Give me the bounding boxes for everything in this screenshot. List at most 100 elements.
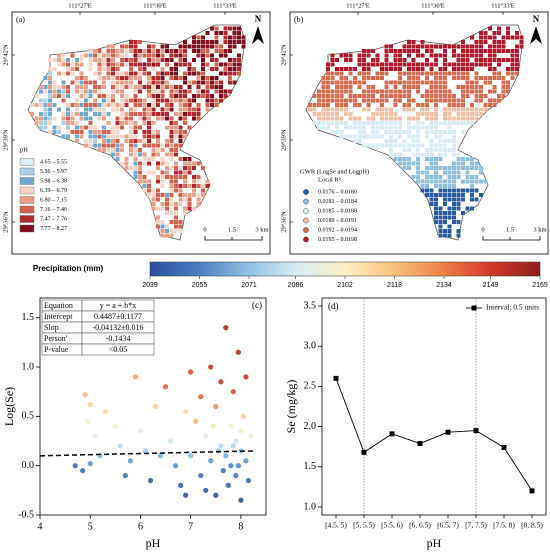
map-cell <box>380 98 384 103</box>
map-cell <box>151 94 156 98</box>
map-cell <box>393 58 398 62</box>
scatter-point <box>87 461 93 467</box>
map-cell <box>169 157 174 161</box>
scatter-point <box>188 453 194 459</box>
map-cell <box>219 44 223 49</box>
map-cell <box>70 121 75 125</box>
map-cell <box>447 44 452 49</box>
map-cell <box>330 58 335 62</box>
map-cell <box>420 67 425 71</box>
map-cell <box>183 184 187 188</box>
map-cell <box>510 71 515 76</box>
map-cell <box>34 121 39 125</box>
map-cell <box>492 58 497 62</box>
map-cell <box>389 80 393 85</box>
map-cell <box>456 197 461 202</box>
map-cell <box>196 40 201 44</box>
map-cell <box>357 62 362 67</box>
map-cell <box>357 85 362 89</box>
map-cell <box>362 98 366 103</box>
map-cell <box>434 220 438 224</box>
map-cell <box>344 76 348 80</box>
map-cell <box>124 103 129 107</box>
map-cell <box>142 175 147 179</box>
map-cell <box>93 125 97 130</box>
map-cell <box>330 94 335 98</box>
map-cell <box>174 152 178 157</box>
map-cell <box>115 116 120 121</box>
map-cell <box>84 53 88 58</box>
map-cell <box>43 89 48 94</box>
map-cell <box>335 94 339 98</box>
map-cell <box>501 58 506 62</box>
map-cell <box>57 62 61 67</box>
map-cell <box>156 215 160 220</box>
map-cell <box>474 80 479 85</box>
map-cell <box>425 94 429 98</box>
map-cell <box>228 80 232 85</box>
map-cell <box>443 121 447 125</box>
map-cell <box>147 184 151 188</box>
map-cell <box>411 67 416 71</box>
map-cell <box>183 76 187 80</box>
map-cell <box>169 71 174 76</box>
scale-label: 1.5 <box>506 226 514 233</box>
scatter-point <box>208 364 214 370</box>
map-cell <box>411 40 416 44</box>
map-cell <box>510 76 515 80</box>
map-cell <box>461 161 465 166</box>
map-cell <box>48 112 52 116</box>
map-cell <box>357 103 362 107</box>
map-cell <box>174 148 178 152</box>
map-cell <box>156 220 160 224</box>
map-cell <box>138 80 142 85</box>
map-cell <box>205 49 210 53</box>
map-cell <box>366 143 371 148</box>
map-cell <box>124 157 129 161</box>
map-cell <box>88 134 93 139</box>
map-cell <box>120 116 124 121</box>
map-cell <box>165 116 169 121</box>
map-cell <box>192 166 196 170</box>
map-cell <box>52 116 57 121</box>
legend-label: 0.0185 – 0.0188 <box>318 208 357 214</box>
map-cell <box>169 229 174 233</box>
map-cell <box>178 112 183 116</box>
map-cell <box>461 197 465 202</box>
map-cell <box>375 62 380 67</box>
scatter-point <box>147 477 154 484</box>
scatter-point <box>228 423 234 429</box>
map-cell <box>142 130 147 134</box>
map-cell <box>129 58 133 62</box>
map-cell <box>106 94 111 98</box>
map-cell <box>214 62 219 67</box>
map-cell <box>70 53 75 58</box>
map-cell <box>353 80 357 85</box>
map-cell <box>407 44 411 49</box>
map-cell <box>205 80 210 85</box>
map-cell <box>470 179 474 184</box>
map-cell <box>447 206 452 211</box>
map-cell <box>375 98 380 103</box>
map-cell <box>79 116 84 121</box>
map-cell <box>129 121 133 125</box>
map-cell <box>156 71 160 76</box>
map-cell <box>339 116 344 121</box>
map-cell <box>501 94 506 98</box>
scatter-point <box>218 443 224 449</box>
scatter-point <box>208 458 214 464</box>
map-cell <box>48 71 52 76</box>
map-cell <box>228 62 232 67</box>
legend-title: Local R² <box>318 176 341 183</box>
scatter-point <box>122 472 128 479</box>
map-cell <box>366 103 371 107</box>
table-text: -0.04132±0.016 <box>92 323 143 332</box>
map-cell <box>411 85 416 89</box>
map-cell <box>479 179 483 184</box>
map-cell <box>70 103 75 107</box>
map-cell <box>178 44 183 49</box>
map-cell <box>66 94 70 98</box>
map-cell <box>156 49 160 53</box>
map-cell <box>210 44 214 49</box>
map-cell <box>312 103 317 107</box>
